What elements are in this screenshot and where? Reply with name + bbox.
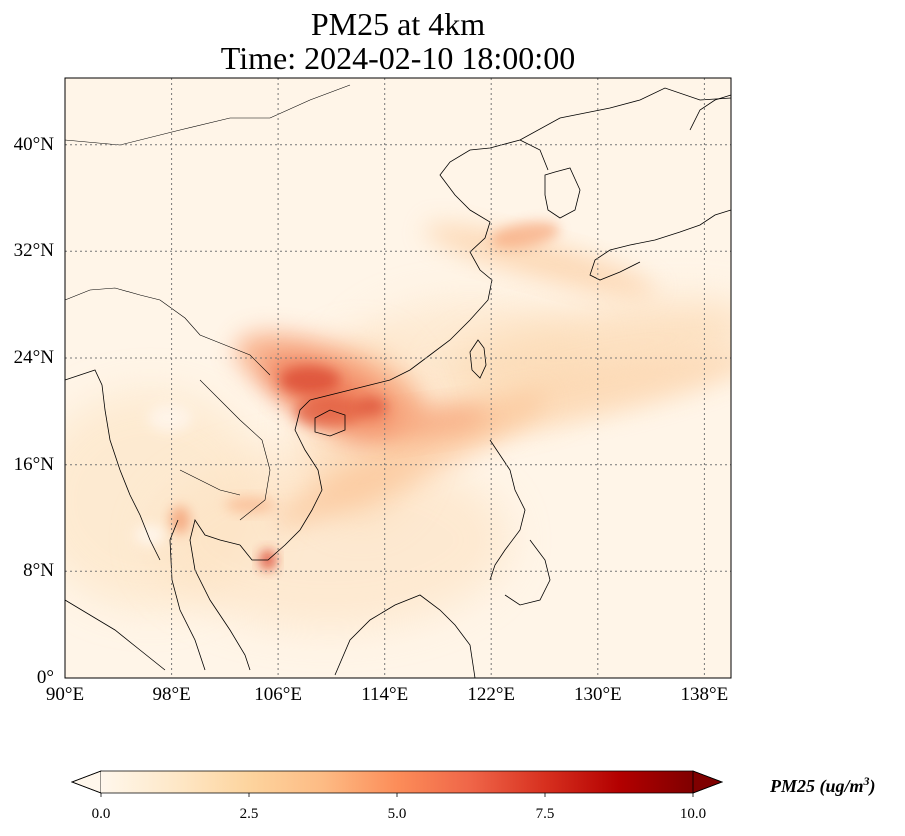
colorbar-tick-4: 10.0 (679, 806, 707, 822)
lon-label-122: 122°E (467, 684, 516, 705)
lon-label-138: 138°E (680, 684, 729, 705)
map-title: PM25 at 4km (310, 6, 486, 42)
colorbar-tick-2: 5.0 (387, 806, 407, 822)
colorbar-tick-1: 2.5 (239, 806, 259, 822)
lat-label-32: 32°N (13, 240, 54, 261)
lon-label-130: 130°E (573, 684, 622, 705)
colorbar-gradient (101, 771, 693, 793)
pm25-field (65, 78, 731, 678)
map-frame (64, 77, 732, 679)
lon-label-98: 98°E (152, 684, 191, 705)
gridlines (65, 78, 731, 678)
colorbar-extend-low (70, 770, 102, 794)
colorbar-tick-3: 7.5 (535, 806, 555, 822)
colorbar (70, 770, 724, 797)
lat-label-8: 8°N (23, 560, 54, 581)
map-timestamp: Time: 2024-02-10 18:00:00 (220, 40, 576, 76)
lon-label-114: 114°E (361, 684, 409, 705)
lat-label-0: 0° (36, 667, 54, 688)
lon-label-106: 106°E (254, 684, 302, 705)
colorbar-extend-high (692, 770, 724, 794)
lat-label-16: 16°N (13, 454, 54, 475)
lon-label-90: 90°E (45, 684, 85, 705)
lat-label-24: 24°N (13, 347, 54, 368)
colorbar-label: PM25 (ug/m3) (770, 774, 876, 796)
lat-label-40: 40°N (13, 134, 54, 155)
coastlines (64, 84, 732, 679)
colorbar-tick-0: 0.0 (91, 806, 111, 822)
